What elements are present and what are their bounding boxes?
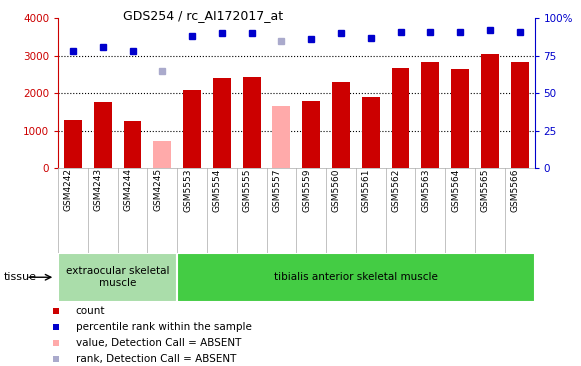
Text: GSM4245: GSM4245 — [153, 168, 162, 212]
Bar — [243, 77, 260, 168]
Text: count: count — [76, 306, 105, 316]
Text: GSM4243: GSM4243 — [94, 168, 103, 212]
Text: GSM5554: GSM5554 — [213, 168, 222, 212]
Bar — [511, 62, 529, 168]
Bar — [94, 102, 112, 168]
Text: GSM5561: GSM5561 — [362, 168, 371, 212]
Text: tissue: tissue — [4, 272, 37, 282]
Text: GSM4242: GSM4242 — [64, 168, 73, 211]
Text: GSM5560: GSM5560 — [332, 168, 341, 212]
Text: rank, Detection Call = ABSENT: rank, Detection Call = ABSENT — [76, 354, 236, 364]
Text: GSM5553: GSM5553 — [183, 168, 192, 212]
Bar — [302, 101, 320, 168]
Bar — [362, 97, 379, 168]
Bar — [153, 141, 171, 168]
Bar — [58, 253, 177, 302]
Bar — [451, 69, 469, 168]
Bar — [213, 78, 231, 168]
Bar — [177, 253, 535, 302]
Text: GSM5563: GSM5563 — [421, 168, 431, 212]
Text: GSM5559: GSM5559 — [302, 168, 311, 212]
Text: value, Detection Call = ABSENT: value, Detection Call = ABSENT — [76, 338, 241, 348]
Text: GSM5564: GSM5564 — [451, 168, 460, 212]
Bar — [332, 82, 350, 168]
Text: GSM5565: GSM5565 — [481, 168, 490, 212]
Bar — [272, 106, 290, 168]
Bar — [124, 121, 141, 168]
Text: extraocular skeletal
muscle: extraocular skeletal muscle — [66, 266, 170, 288]
Text: GSM5566: GSM5566 — [511, 168, 519, 212]
Text: GSM5555: GSM5555 — [243, 168, 252, 212]
Text: GDS254 / rc_AI172017_at: GDS254 / rc_AI172017_at — [123, 9, 284, 22]
Text: GSM5557: GSM5557 — [272, 168, 281, 212]
Text: tibialis anterior skeletal muscle: tibialis anterior skeletal muscle — [274, 272, 438, 282]
Bar — [421, 62, 439, 168]
Text: GSM5562: GSM5562 — [392, 168, 400, 212]
Bar — [392, 68, 410, 168]
Bar — [183, 90, 201, 168]
Bar — [481, 54, 498, 168]
Bar — [64, 120, 82, 168]
Text: percentile rank within the sample: percentile rank within the sample — [76, 322, 252, 332]
Text: GSM4244: GSM4244 — [124, 168, 132, 211]
